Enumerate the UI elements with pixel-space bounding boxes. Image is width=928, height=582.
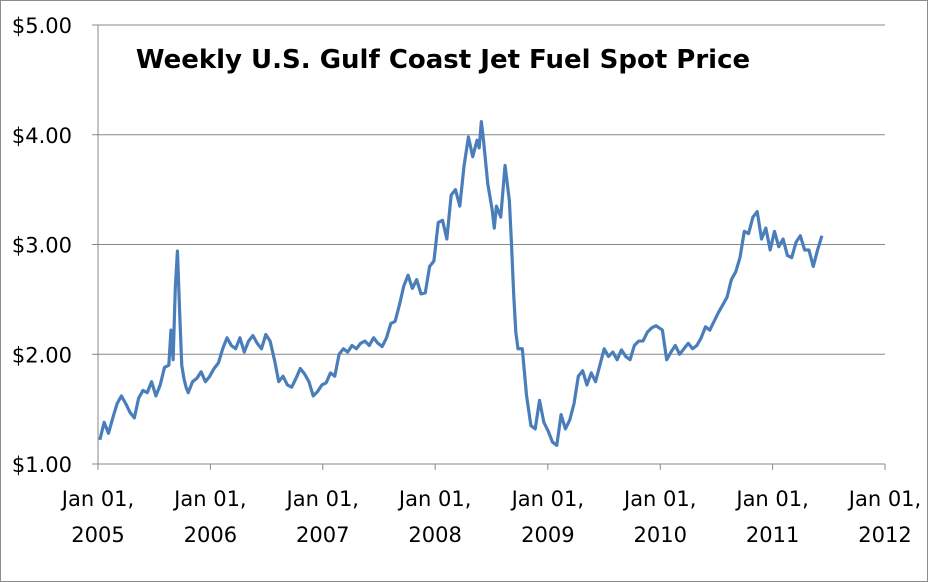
x-tick-label: Jan 01, 2006 [172, 487, 246, 547]
x-tick-label-line: 2008 [408, 523, 461, 547]
x-tick-label-line: 2011 [746, 523, 799, 547]
x-tick-label-line: Jan 01, [510, 487, 584, 511]
x-tick-label: Jan 01, 2010 [622, 487, 696, 547]
x-tick-label: Jan 01, 2007 [285, 487, 359, 547]
x-tick-label: Jan 01, 2012 [847, 487, 921, 547]
x-tick-label: Jan 01, 2005 [60, 487, 134, 547]
x-tick-label: Jan 01, 2008 [397, 487, 471, 547]
y-tick-label: $1.00 [12, 453, 72, 477]
x-tick-label-line: 2007 [296, 523, 349, 547]
y-tick-label: $3.00 [12, 234, 72, 258]
x-tick-label-line: Jan 01, [285, 487, 359, 511]
x-tick-label: Jan 01, 2009 [510, 487, 584, 547]
x-tick-label-line: Jan 01, [734, 487, 808, 511]
x-tick-label-line: Jan 01, [397, 487, 471, 511]
x-tick-label-line: 2006 [184, 523, 237, 547]
x-tick-label-line: Jan 01, [847, 487, 921, 511]
x-tick-label-line: Jan 01, [60, 487, 134, 511]
x-tick-label-line: 2010 [634, 523, 687, 547]
x-tick-label-line: 2005 [71, 523, 124, 547]
x-tick-label: Jan 01, 2011 [734, 487, 808, 547]
price-line [98, 119, 824, 447]
chart-title: Weekly U.S. Gulf Coast Jet Fuel Spot Pri… [136, 45, 750, 75]
y-tick-label: $5.00 [12, 14, 72, 38]
x-tick-label-line: 2009 [521, 523, 574, 547]
x-tick-label-line: Jan 01, [172, 487, 246, 511]
x-tick-label-line: Jan 01, [622, 487, 696, 511]
x-tick-label-line: 2012 [858, 523, 911, 547]
y-tick-label: $4.00 [12, 124, 72, 148]
y-tick-label: $2.00 [12, 343, 72, 367]
